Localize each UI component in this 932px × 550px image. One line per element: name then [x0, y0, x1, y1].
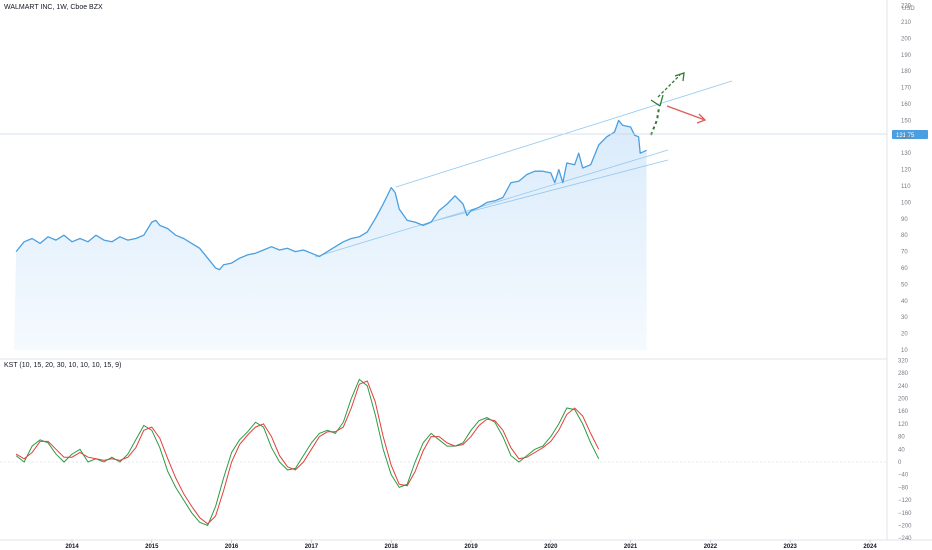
kst-axis-tick-label: 160: [898, 409, 909, 415]
price-axis-tick-label: 110: [901, 184, 911, 190]
price-axis-tick-label: 130: [901, 151, 912, 157]
price-axis-tick-label: 50: [901, 282, 908, 288]
price-line: [15, 119, 647, 271]
current-price-tag: 131.75: [896, 133, 915, 139]
kst-axis-tick-label: −80: [898, 485, 909, 491]
price-axis-tick-label: 10: [901, 348, 908, 354]
kst-lines-group: [15, 378, 600, 527]
kst-axis-tick-label: −160: [898, 511, 912, 517]
kst-axis-tick-label: −200: [898, 524, 912, 530]
kst-axis-tick-label: 200: [898, 397, 909, 403]
price-axis-tick-label: 90: [901, 217, 908, 223]
channel-lower-line: [314, 149, 669, 258]
kst-axis-tick-label: 80: [898, 435, 905, 441]
price-axis-tick-label: 100: [901, 200, 912, 206]
kst-axis-tick-label: −240: [898, 536, 912, 542]
price-axis-tick-label: 120: [901, 168, 912, 174]
kst-axis-tick-label: 0: [898, 460, 902, 466]
kst-axis-tick-label: 40: [898, 447, 905, 453]
currency-label: USD: [902, 6, 915, 12]
price-area-group: [14, 120, 647, 351]
price-area-fill: [14, 120, 647, 351]
kst-axis-tick-label: 320: [898, 358, 909, 364]
price-axis-tick-label: 160: [901, 102, 912, 108]
time-axis-tick-label: 2022: [704, 544, 718, 550]
price-axis-tick-label: 70: [901, 250, 908, 256]
time-axis-tick-label: 2018: [385, 544, 399, 550]
projection-arrow-down-icon: [666, 105, 707, 124]
kst-axis-tick-label: 280: [898, 371, 909, 377]
price-axis-tick-label: 220: [901, 4, 912, 10]
price-axis-tick-label: 140: [901, 135, 912, 141]
kst-line: [15, 378, 600, 527]
kst-axis-tick-label: −40: [898, 473, 909, 479]
projection-arrows: [650, 72, 707, 136]
time-axis-tick-label: 2015: [145, 544, 159, 550]
kst-signal-line: [15, 380, 600, 525]
time-axis-tick-label: 2014: [65, 544, 79, 550]
kst-axis-tick-label: 120: [898, 422, 909, 428]
price-axis-tick-label: 170: [901, 86, 912, 92]
price-axis-tick-label: 200: [901, 36, 912, 42]
projection-arrow-up-dashed-icon: [657, 74, 681, 98]
time-axis-tick-label: 2024: [863, 544, 877, 550]
price-axis-ticks: 10 20 30 40 50 60 70 80 90 100 110 120 130 140 150 160 1…: [901, 4, 912, 354]
time-axis-tick-label: 2020: [544, 544, 558, 550]
price-axis-tick-label: 60: [901, 266, 908, 272]
projection-arrow-up-icon: [650, 94, 664, 107]
price-axis-tick-label: 30: [901, 315, 908, 321]
kst-axis-tick-label: −120: [898, 498, 912, 504]
time-axis-ticks: 2014 2015 2016 2017 2018 2019 2020 2021 2022 2023…: [65, 540, 877, 550]
time-axis-tick-label: 2023: [784, 544, 798, 550]
current-price-tag-bg: [892, 130, 928, 139]
chart-title: WALMART INC, 1W, Cboe BZX: [4, 4, 103, 11]
projection-dashed-path: [650, 107, 660, 136]
price-line-group: [15, 119, 647, 271]
price-axis-tick-label: 150: [901, 118, 912, 124]
price-axis-tick-label: 180: [901, 69, 912, 75]
kst-axis-tick-label: 240: [898, 384, 909, 390]
price-axis-tick-label: 20: [901, 332, 908, 338]
time-axis-tick-label: 2021: [624, 544, 638, 550]
kst-indicator-label: KST (10, 15, 20, 30, 10, 10, 10, 15, 9): [4, 362, 121, 369]
time-axis-tick-label: 2017: [305, 544, 319, 550]
price-axis-tick-label: 190: [901, 53, 912, 59]
time-axis-tick-label: 2016: [225, 544, 239, 550]
price-axis-tick-label: 210: [901, 20, 912, 26]
price-axis-tick-label: 40: [901, 299, 908, 305]
kst-axis-ticks: −240 −200 −160 −120 −80 −40 0 40 80 120 160 200 240 2…: [898, 358, 912, 542]
price-axis-tick-label: 80: [901, 233, 908, 239]
projection-arrow-up-head-icon: [674, 72, 685, 82]
time-axis-tick-label: 2019: [464, 544, 478, 550]
